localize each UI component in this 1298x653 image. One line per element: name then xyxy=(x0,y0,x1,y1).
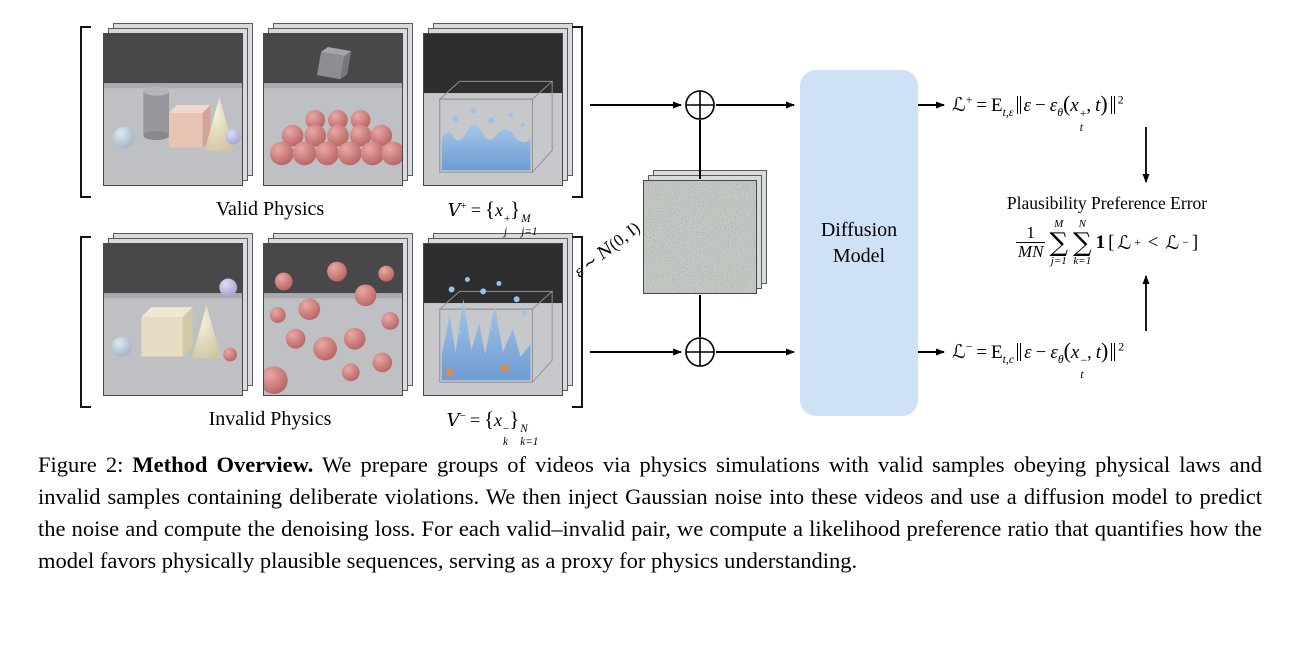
noise-add-icon xyxy=(685,337,715,367)
valid-physics-label: Valid Physics xyxy=(215,198,325,220)
caption-prefix: Figure 2: xyxy=(38,452,133,477)
valid-video-frame-2 xyxy=(263,23,413,186)
video-frame xyxy=(263,243,403,396)
gaussian-noise-image xyxy=(644,181,756,293)
valid-video-frame-1 xyxy=(103,23,253,186)
loss-plus-equation: ℒ+ = Et,ε ε − εθ(x + t, t) 2 xyxy=(952,92,1124,134)
diffusion-model-label-line1: Diffusion xyxy=(820,219,898,241)
video-frame xyxy=(423,33,563,186)
norm-bars-icon xyxy=(1111,343,1116,361)
invalid-objects-scene xyxy=(104,244,242,395)
invalid-video-frame-2 xyxy=(263,233,413,396)
valid-sphere-pile-scene xyxy=(264,34,402,185)
ppe-title: Plausibility Preference Error xyxy=(1006,193,1208,213)
video-frame xyxy=(643,180,757,294)
valid-left-bracket xyxy=(80,26,91,198)
caption-body: We prepare groups of videos via physics … xyxy=(38,452,1262,573)
invalid-video-frame-1 xyxy=(103,233,253,396)
video-frame xyxy=(103,33,243,186)
figure-caption: Figure 2: Method Overview. We prepare gr… xyxy=(38,449,1262,577)
invalid-right-bracket xyxy=(572,236,583,408)
diffusion-model-box: Diffusion Model xyxy=(800,70,918,416)
invalid-left-bracket xyxy=(80,236,91,408)
loss-minus-equation: ℒ− = Et,c ε − εθ(x − t, t) 2 xyxy=(952,339,1125,381)
invalid-fluid-scene xyxy=(424,244,562,395)
invalid-physics-label: Invalid Physics xyxy=(208,408,332,430)
diffusion-model-label-line2: Model xyxy=(832,245,886,267)
valid-video-frame-3 xyxy=(423,23,573,186)
norm-bars-icon xyxy=(1110,96,1115,114)
video-frame xyxy=(103,243,243,396)
valid-right-bracket xyxy=(572,26,583,198)
noise-add-icon xyxy=(685,90,715,120)
valid-objects-scene xyxy=(104,34,242,185)
summation-k: N ∑ k=1 xyxy=(1073,218,1092,268)
caption-bold-title: Method Overview. xyxy=(132,452,314,477)
norm-bars-icon xyxy=(1016,96,1021,114)
ppe-formula: 1 MN M ∑ j=1 N ∑ k=1 1[ℒ + < ℒ −] xyxy=(1015,218,1199,268)
summation-j: M ∑ j=1 xyxy=(1049,218,1069,268)
valid-fluid-scene xyxy=(424,34,562,185)
invalid-video-frame-3 xyxy=(423,233,573,396)
invalid-floating-spheres-scene xyxy=(264,244,402,395)
video-frame xyxy=(263,33,403,186)
video-frame xyxy=(423,243,563,396)
gaussian-noise-stack xyxy=(643,170,767,294)
norm-bars-icon xyxy=(1017,343,1022,361)
